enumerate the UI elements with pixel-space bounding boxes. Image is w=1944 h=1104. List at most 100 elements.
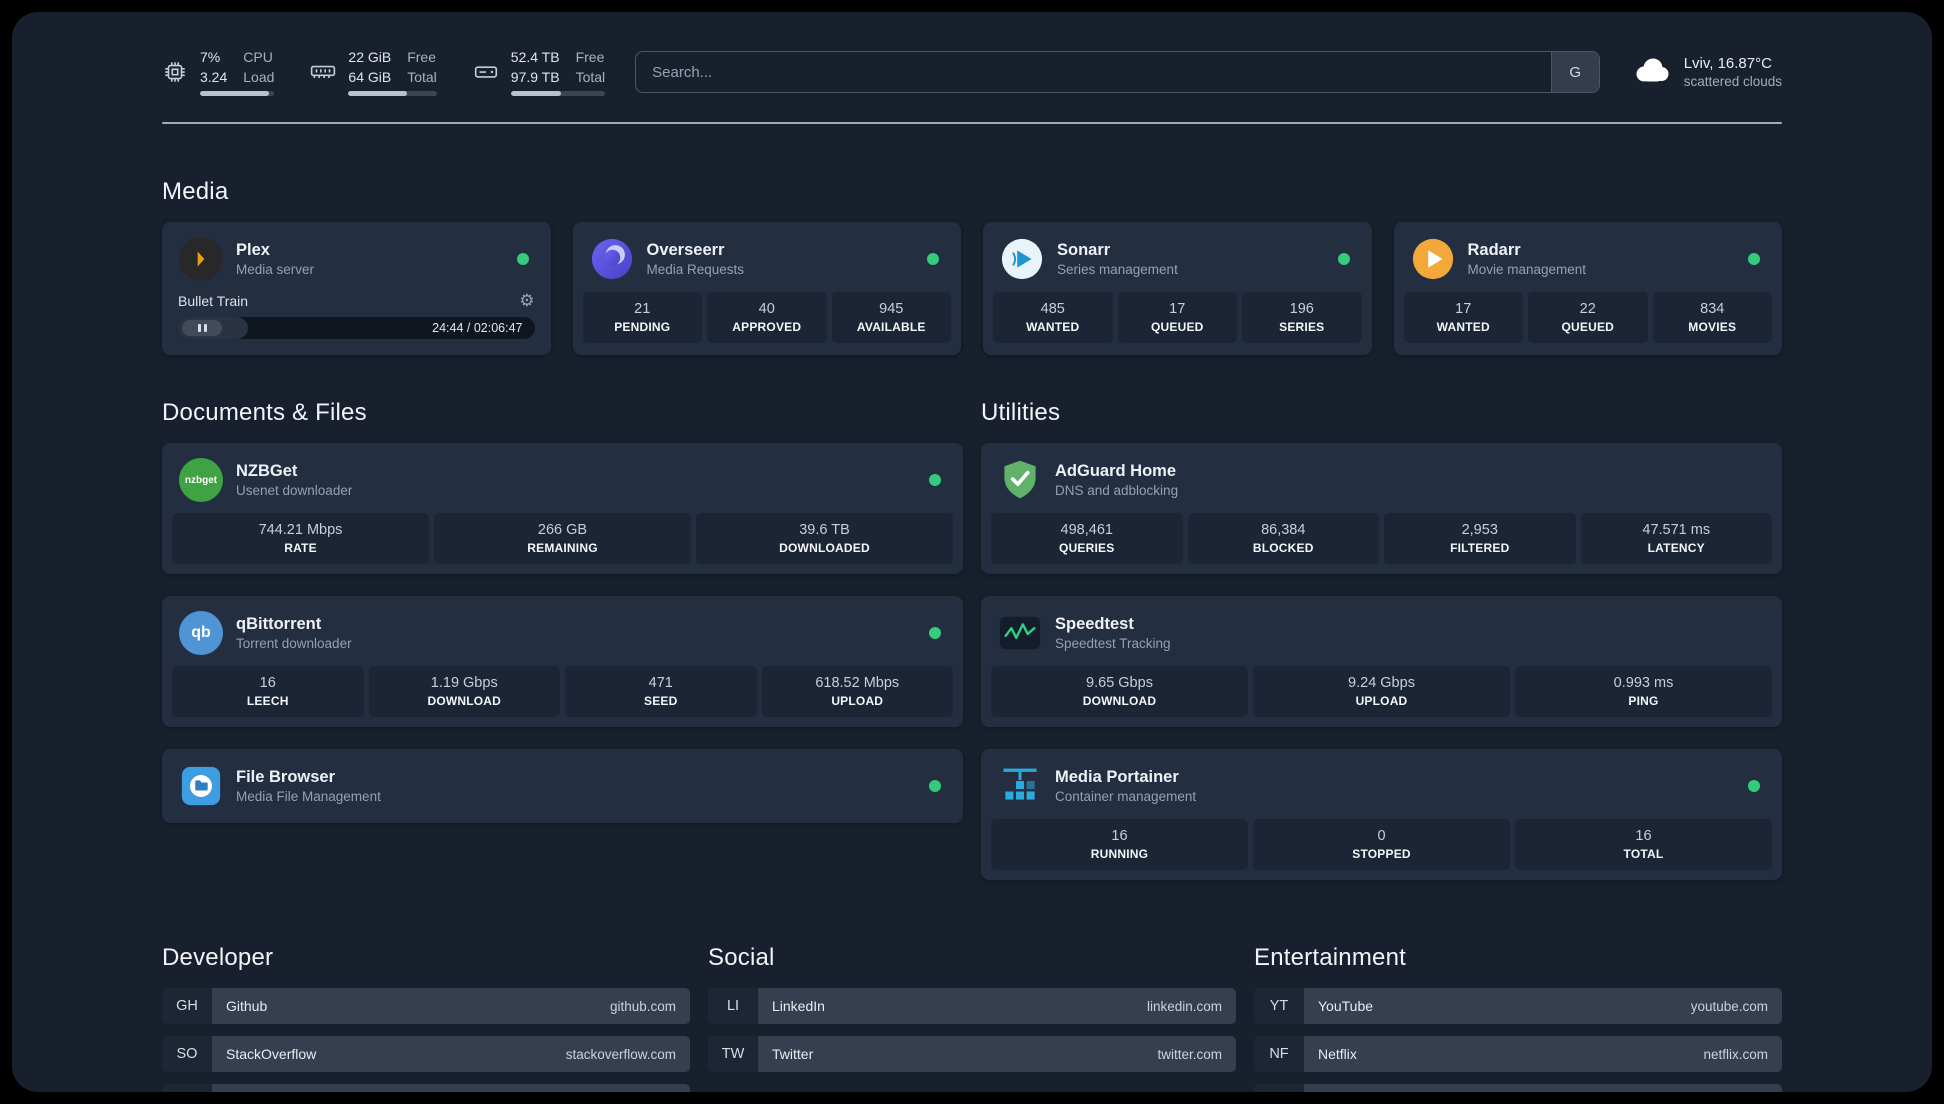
bookmark-group-entertainment: Entertainment YT YouTube youtube.com NF … xyxy=(1254,944,1782,1092)
stat-value: 618.52 Mbps xyxy=(815,675,900,692)
memory-total-label: Total xyxy=(407,69,437,86)
disk-total-value: 97.9 TB xyxy=(510,69,560,86)
service-description: Usenet downloader xyxy=(236,483,353,499)
stat-label: PING xyxy=(1628,694,1659,709)
two-column-area: Documents & Files nzbget NZBGet Usenet d… xyxy=(162,399,1782,881)
pause-button[interactable] xyxy=(182,320,222,337)
stat-value: 834 xyxy=(1700,301,1725,318)
bookmark-abbr: GH xyxy=(162,988,212,1025)
stat-value: 17 xyxy=(1455,301,1472,318)
service-card-radarr[interactable]: Radarr Movie management 17 WANTED 22 QUE… xyxy=(1393,222,1782,356)
bookmark-linkedin[interactable]: LI LinkedIn linkedin.com xyxy=(708,988,1236,1025)
cpu-icon xyxy=(162,59,188,85)
stat-label: LATENCY xyxy=(1647,541,1705,556)
stat-label: MOVIES xyxy=(1688,320,1737,335)
stat-label: DOWNLOADED xyxy=(779,541,870,556)
overseerr-icon xyxy=(589,236,635,282)
disk-progress-bar xyxy=(510,91,606,97)
playback-progress-bar[interactable]: 24:44 / 02:06:47 xyxy=(178,317,535,340)
bookmark-name: LinkedIn xyxy=(772,998,825,1015)
service-description: Media Requests xyxy=(646,262,745,278)
stat-label: RATE xyxy=(284,541,317,556)
service-description: Speedtest Tracking xyxy=(1055,636,1171,652)
service-card-speedtest[interactable]: Speedtest Speedtest Tracking 9.65 Gbps D… xyxy=(981,596,1782,728)
stat-tile: 2,953 FILTERED xyxy=(1384,513,1576,565)
bookmark-group-social: Social LI LinkedIn linkedin.com TW Twitt… xyxy=(708,944,1236,1092)
stat-tile: 9.65 Gbps DOWNLOAD xyxy=(991,666,1248,718)
settings-gear-icon[interactable]: ⚙ xyxy=(519,291,535,311)
service-card-filebrowser[interactable]: File Browser Media File Management xyxy=(162,749,963,824)
service-card-portainer[interactable]: Media Portainer Container management 16 … xyxy=(981,749,1782,881)
stat-tile: 17 WANTED xyxy=(1403,292,1523,344)
stat-label: DOWNLOAD xyxy=(427,694,502,709)
bookmark-group-developer: Developer GH Github github.com SO StackO… xyxy=(162,944,690,1092)
stat-value: 196 xyxy=(1289,301,1314,318)
service-name: Plex xyxy=(236,241,270,260)
stat-label: BLOCKED xyxy=(1252,541,1314,556)
service-name: AdGuard Home xyxy=(1055,462,1177,481)
service-name: Media Portainer xyxy=(1055,768,1179,787)
stat-label: STOPPED xyxy=(1352,847,1411,862)
disk-widget-body: 52.4 TB 97.9 TB Free Total xyxy=(510,48,606,97)
service-card-nzbget[interactable]: nzbget NZBGet Usenet downloader 744.21 M… xyxy=(162,443,963,575)
service-card-overseerr[interactable]: Overseerr Media Requests 21 PENDING 40 A… xyxy=(572,222,961,356)
playback-time: 24:44 / 02:06:47 xyxy=(432,321,523,336)
bookmark-abbr: YT xyxy=(1254,988,1304,1025)
stat-value: 1.19 Gbps xyxy=(430,675,498,692)
stat-value: 744.21 Mbps xyxy=(258,522,343,539)
bookmarks-area: Developer GH Github github.com SO StackO… xyxy=(162,944,1782,1092)
service-card-adguard[interactable]: AdGuard Home DNS and adblocking 498,461 … xyxy=(981,443,1782,575)
service-name: qBittorrent xyxy=(236,615,322,634)
stat-tile: 16 TOTAL xyxy=(1515,819,1772,871)
stat-tile: 9.24 Gbps UPLOAD xyxy=(1253,666,1510,718)
status-dot xyxy=(1337,253,1350,266)
group-title: Developer xyxy=(162,944,274,972)
memory-widget: 22 GiB 64 GiB Free Total xyxy=(310,48,437,97)
media-section: Media Plex Media server xyxy=(162,178,1782,356)
section-title-utilities: Utilities xyxy=(981,399,1061,427)
bookmark-url: linkedin.com xyxy=(1146,998,1222,1014)
bookmark-twitter[interactable]: TW Twitter twitter.com xyxy=(708,1036,1236,1073)
service-description: Series management xyxy=(1057,262,1178,278)
weather-condition: scattered clouds xyxy=(1683,74,1782,90)
stat-value: 0.993 ms xyxy=(1613,675,1674,692)
stat-label: QUEUED xyxy=(1150,320,1204,335)
stat-tile: 16 LEECH xyxy=(172,666,364,718)
bookmark-reddit[interactable]: RE Reddit reddit.com xyxy=(1254,1084,1782,1092)
bookmark-name: StackOverflow xyxy=(226,1046,317,1063)
top-bar: 7% 3.24 CPU Load xyxy=(162,48,1782,97)
status-dot xyxy=(929,627,941,640)
resource-widgets: 7% 3.24 CPU Load xyxy=(162,48,606,97)
memory-free-label: Free xyxy=(407,49,437,65)
search-provider-button[interactable]: G xyxy=(1550,52,1599,93)
bookmark-netflix[interactable]: NF Netflix netflix.com xyxy=(1254,1036,1782,1073)
stat-label: LEECH xyxy=(246,694,289,709)
bookmark-dev[interactable]: DT DEV dev.to xyxy=(162,1084,690,1092)
nzbget-icon: nzbget xyxy=(178,457,224,503)
bookmark-name: Twitter xyxy=(772,1046,814,1063)
bookmark-github[interactable]: GH Github github.com xyxy=(162,988,690,1025)
service-card-qbittorrent[interactable]: qb qBittorrent Torrent downloader 16 LEE… xyxy=(162,596,963,728)
stat-value: 0 xyxy=(1377,828,1386,845)
service-card-sonarr[interactable]: Sonarr Series management 485 WANTED 17 Q… xyxy=(983,222,1372,356)
stat-tile: 485 WANTED xyxy=(993,292,1113,344)
search-input[interactable] xyxy=(636,52,1551,93)
bookmark-abbr: RE xyxy=(1254,1084,1304,1092)
status-dot xyxy=(927,253,939,266)
stat-tile: 16 RUNNING xyxy=(991,819,1248,871)
bookmark-abbr: SO xyxy=(162,1036,212,1073)
service-card-plex[interactable]: Plex Media server Bullet Train ⚙ 24:44 /… xyxy=(162,222,551,356)
radarr-icon xyxy=(1410,236,1456,282)
bookmark-youtube[interactable]: YT YouTube youtube.com xyxy=(1254,988,1782,1025)
cpu-load-label: Load xyxy=(243,69,275,86)
bookmark-stackoverflow[interactable]: SO StackOverflow stackoverflow.com xyxy=(162,1036,690,1073)
stat-value: 21 xyxy=(634,301,651,318)
stat-value: 16 xyxy=(1635,828,1652,845)
bookmark-name: Netflix xyxy=(1318,1046,1357,1063)
stat-label: APPROVED xyxy=(732,320,802,335)
disk-total-label: Total xyxy=(575,69,606,86)
service-name: Speedtest xyxy=(1055,615,1134,634)
cpu-usage-label: CPU xyxy=(243,49,273,65)
memory-icon xyxy=(310,59,336,85)
disk-icon xyxy=(473,59,499,85)
